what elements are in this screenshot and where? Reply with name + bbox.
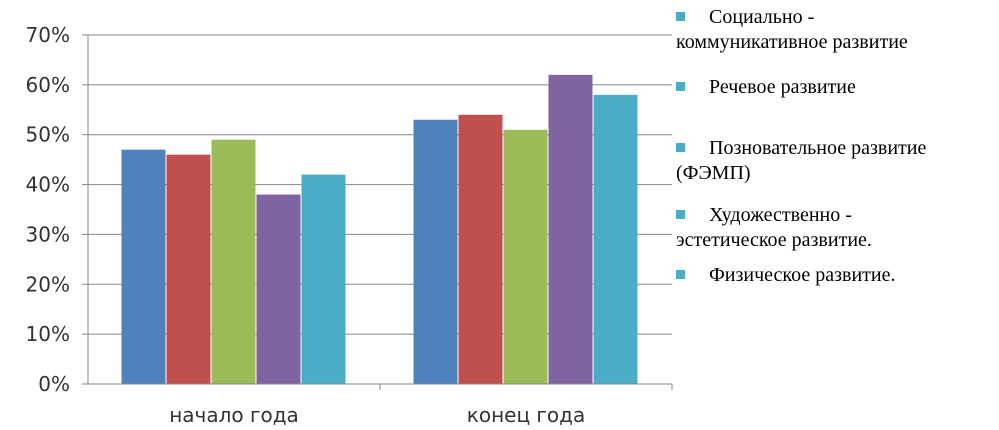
legend-item-social: Социально - коммуникативное развитие — [676, 5, 999, 55]
y-tick-label: 40% — [26, 173, 70, 197]
axes — [82, 34, 673, 390]
legend-text: Художественно - — [709, 204, 852, 226]
legend-text: (ФЭМП) — [676, 162, 751, 184]
legend-item-speech: Речевое развитие — [676, 75, 999, 100]
y-tick-label: 30% — [26, 222, 70, 246]
x-tick-label: начало года — [169, 403, 299, 427]
y-axis-ticks: 0% 10% 20% 30% 40% 50% 60% 70% — [26, 23, 70, 396]
legend-text: Физическое развитие. — [709, 264, 896, 286]
legend-marker — [676, 143, 685, 152]
bars — [121, 74, 638, 385]
legend-text: коммуникативное развитие — [676, 31, 908, 53]
legend-marker — [676, 210, 685, 219]
bar — [458, 114, 503, 385]
legend-marker — [676, 12, 685, 21]
bar — [593, 94, 638, 384]
legend-text: эстетическое развитие. — [676, 229, 872, 251]
y-tick-label: 0% — [38, 372, 70, 396]
bar — [256, 194, 301, 384]
x-tick-label: конец года — [467, 403, 586, 427]
bar — [413, 119, 458, 384]
legend-marker — [676, 270, 685, 279]
legend-item-physical: Физическое развитие. — [676, 263, 999, 288]
y-tick-label: 20% — [26, 272, 70, 296]
bar — [301, 174, 346, 384]
y-tick-label: 10% — [26, 322, 70, 346]
legend-item-cognitive: Позновательное развитие (ФЭМП) — [676, 136, 999, 186]
legend-text: Речевое развитие — [709, 76, 856, 98]
x-axis-labels: начало года конец года — [169, 403, 585, 427]
legend-marker — [676, 82, 685, 91]
legend-text: Социально - — [709, 6, 815, 28]
y-tick-label: 60% — [26, 73, 70, 97]
bar — [211, 139, 256, 384]
bar — [121, 149, 166, 384]
bar — [548, 74, 593, 384]
y-tick-label: 70% — [26, 23, 70, 47]
legend-text: Позновательное развитие — [709, 137, 927, 159]
bar — [166, 154, 211, 384]
bar — [503, 129, 548, 384]
y-tick-label: 50% — [26, 123, 70, 147]
legend-item-artistic: Художественно - эстетическое развитие. — [676, 203, 999, 253]
